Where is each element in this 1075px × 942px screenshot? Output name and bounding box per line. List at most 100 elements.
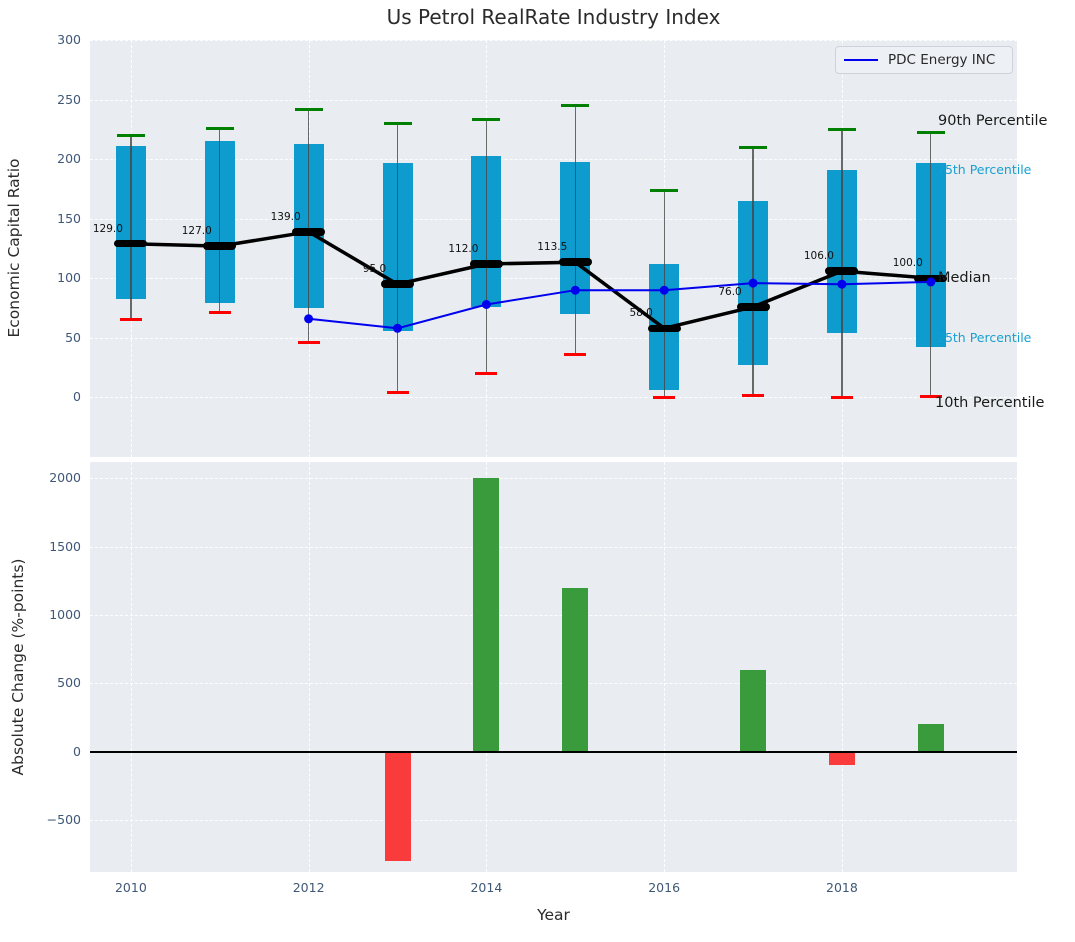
gridline-horizontal <box>90 683 1017 685</box>
annotation-25th-percentile: 25th Percentile <box>937 330 1032 345</box>
gridline-horizontal <box>90 99 1017 101</box>
x-tick-label: 2018 <box>826 880 858 895</box>
gridline-horizontal <box>90 820 1017 822</box>
company-marker <box>926 277 936 287</box>
legend-line-sample <box>844 59 878 61</box>
median-label: 76.0 <box>718 285 742 298</box>
whisker <box>219 128 221 313</box>
p90-cap <box>116 133 145 137</box>
annotation-90th-percentile: 90th Percentile <box>938 113 1048 129</box>
x-tick-label: 2010 <box>114 880 147 895</box>
company-marker <box>481 300 491 309</box>
whisker <box>485 119 488 374</box>
gridline-vertical <box>130 462 132 872</box>
company-marker <box>837 279 847 289</box>
top-plot: 129.0 127.0 139.0 95.0 112.0 113.5 58.0 76.0 106… <box>90 40 1017 457</box>
p10-cap <box>653 395 676 399</box>
legend: PDC Energy INC <box>835 46 1013 74</box>
whisker <box>752 147 754 396</box>
median-line-layer <box>130 230 931 331</box>
y-tick-label: 2000 <box>49 470 81 486</box>
whisker <box>307 109 310 343</box>
y-tick-label: 300 <box>57 32 81 47</box>
median-label: 106.0 <box>803 250 834 263</box>
median-marker <box>647 324 681 333</box>
gridline-horizontal <box>90 337 1017 339</box>
x-tick-label: 2016 <box>648 880 681 895</box>
median-label: 127.0 <box>181 225 212 238</box>
median-marker <box>114 239 148 248</box>
p10-cap <box>564 353 587 357</box>
gridline-horizontal <box>90 218 1017 220</box>
gridline-vertical <box>664 462 666 872</box>
p90-cap <box>827 127 856 131</box>
p90-cap <box>739 145 768 149</box>
y-tick-label: 150 <box>57 210 81 226</box>
whisker <box>130 135 132 320</box>
gridline-horizontal <box>90 478 1017 480</box>
company-marker <box>748 278 758 288</box>
p10-cap <box>475 372 498 376</box>
y-tick-label: 100 <box>57 270 81 286</box>
p90-cap <box>205 126 234 130</box>
whisker <box>574 105 576 355</box>
median-marker <box>381 280 415 288</box>
company-line <box>308 280 931 330</box>
chart-title: Us Petrol RealRate Industry Index <box>386 5 721 29</box>
y-tick-label: 500 <box>57 675 81 691</box>
bottom-plot <box>90 462 1017 872</box>
y-tick-label: 0 <box>73 389 81 405</box>
median-label: 58.0 <box>629 307 653 320</box>
y-tick-label: 1500 <box>49 538 81 554</box>
whisker <box>930 132 932 397</box>
company-marker <box>570 285 580 295</box>
p10-cap <box>297 341 320 345</box>
gridline-horizontal <box>90 40 1017 41</box>
median-label: 113.5 <box>537 241 568 254</box>
gridline-horizontal <box>90 159 1017 161</box>
zero-line <box>90 750 1017 753</box>
median-label: 100.0 <box>892 257 923 270</box>
p10-cap <box>742 393 765 397</box>
median-marker <box>203 242 237 250</box>
p10-cap <box>830 395 853 399</box>
y-tick-label: 200 <box>57 151 81 167</box>
x-tick-label: 2012 <box>292 880 325 895</box>
change-bar <box>740 669 767 752</box>
change-bar <box>917 724 944 752</box>
p10-cap <box>386 391 409 395</box>
gridline-vertical <box>841 462 843 872</box>
gridline-vertical <box>308 462 310 872</box>
whisker <box>841 129 843 398</box>
median-line <box>130 230 931 331</box>
gridline-horizontal <box>90 615 1017 617</box>
annotation-75th-percentile: 75th Percentile <box>937 162 1032 177</box>
y-tick-label: 1000 <box>49 607 81 623</box>
median-marker <box>825 267 859 275</box>
p90-cap <box>561 104 590 108</box>
gridline-horizontal <box>90 397 1017 399</box>
change-bar <box>828 751 855 766</box>
median-label: 129.0 <box>92 222 123 235</box>
whisker <box>396 123 399 393</box>
gridline-horizontal <box>90 278 1017 280</box>
median-label: 95.0 <box>362 263 387 276</box>
y-tick-label: −500 <box>46 812 81 828</box>
company-line-layer <box>304 277 936 333</box>
p90-cap <box>916 131 945 135</box>
company-marker <box>304 314 314 324</box>
annotation-median: Median <box>938 270 991 286</box>
p90-cap <box>472 118 501 122</box>
y-tick-label: 250 <box>57 91 81 107</box>
legend-label: PDC Energy INC <box>888 52 996 68</box>
median-marker <box>469 260 503 268</box>
p90-cap <box>383 121 412 125</box>
median-marker <box>292 228 326 236</box>
median-marker <box>736 303 770 311</box>
gridline-horizontal <box>90 546 1017 548</box>
y-tick-label: 0 <box>73 743 81 759</box>
median-label: 112.0 <box>448 242 479 255</box>
annotation-10th-percentile: 10th Percentile <box>935 395 1045 411</box>
y-tick-label: 50 <box>65 329 81 345</box>
